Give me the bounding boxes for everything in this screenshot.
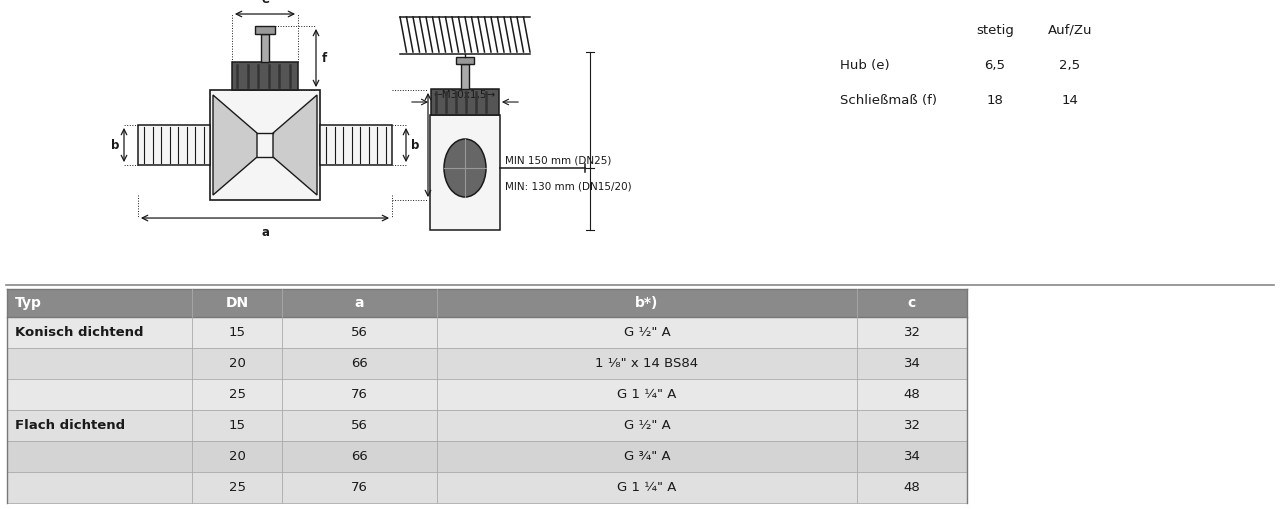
Text: Flach dichtend: Flach dichtend bbox=[15, 419, 125, 432]
Text: 34: 34 bbox=[904, 450, 920, 463]
Bar bbox=[138, 125, 210, 165]
Polygon shape bbox=[273, 95, 317, 195]
Text: 14: 14 bbox=[1061, 94, 1079, 106]
Text: MIN 150 mm (DN25): MIN 150 mm (DN25) bbox=[506, 155, 612, 165]
Text: b: b bbox=[110, 138, 119, 152]
Text: f: f bbox=[323, 51, 328, 65]
Text: 15: 15 bbox=[229, 326, 246, 339]
Text: 2,5: 2,5 bbox=[1060, 59, 1080, 71]
Bar bbox=[6, 441, 966, 472]
Bar bbox=[6, 289, 966, 317]
Text: 18: 18 bbox=[987, 94, 1004, 106]
Text: b: b bbox=[411, 138, 420, 152]
Text: 66: 66 bbox=[351, 450, 367, 463]
Polygon shape bbox=[212, 95, 257, 195]
Text: 48: 48 bbox=[904, 481, 920, 494]
Bar bbox=[6, 410, 966, 441]
Text: 32: 32 bbox=[904, 419, 920, 432]
Text: 56: 56 bbox=[351, 419, 367, 432]
Text: 32: 32 bbox=[904, 326, 920, 339]
Bar bbox=[456, 57, 474, 64]
Bar bbox=[320, 125, 392, 165]
Text: G ½" A: G ½" A bbox=[623, 419, 671, 432]
Bar bbox=[261, 34, 269, 62]
Bar bbox=[6, 317, 966, 348]
Text: 66: 66 bbox=[351, 357, 367, 370]
Text: a: a bbox=[355, 296, 365, 310]
Text: Schließmaß (f): Schließmaß (f) bbox=[840, 94, 937, 106]
Text: 6,5: 6,5 bbox=[984, 59, 1006, 71]
Text: 15: 15 bbox=[229, 419, 246, 432]
Text: c: c bbox=[434, 138, 442, 152]
Bar bbox=[6, 472, 966, 503]
Text: stetig: stetig bbox=[977, 23, 1014, 37]
Text: 76: 76 bbox=[351, 388, 367, 401]
Text: G 1 ¼" A: G 1 ¼" A bbox=[617, 388, 677, 401]
Text: 56: 56 bbox=[351, 326, 367, 339]
Bar bbox=[232, 62, 298, 90]
Text: b*): b*) bbox=[635, 296, 659, 310]
Bar bbox=[431, 89, 499, 115]
Bar bbox=[210, 90, 320, 200]
Text: Konisch dichtend: Konisch dichtend bbox=[15, 326, 143, 339]
Text: G 1 ¼" A: G 1 ¼" A bbox=[617, 481, 677, 494]
Text: 48: 48 bbox=[904, 388, 920, 401]
Text: 76: 76 bbox=[351, 481, 367, 494]
Text: Typ: Typ bbox=[15, 296, 42, 310]
Text: MIN: 130 mm (DN15/20): MIN: 130 mm (DN15/20) bbox=[506, 181, 631, 191]
Text: 1 ¹⁄₈" x 14 BS84: 1 ¹⁄₈" x 14 BS84 bbox=[595, 357, 699, 370]
Text: 20: 20 bbox=[229, 357, 246, 370]
Bar bbox=[430, 115, 500, 230]
Text: 20: 20 bbox=[229, 450, 246, 463]
Text: DN: DN bbox=[225, 296, 248, 310]
Text: e: e bbox=[261, 0, 269, 6]
Bar bbox=[6, 379, 966, 410]
Text: c: c bbox=[908, 296, 916, 310]
Text: G ¾" A: G ¾" A bbox=[623, 450, 671, 463]
Text: 34: 34 bbox=[904, 357, 920, 370]
Text: a: a bbox=[261, 226, 269, 239]
Ellipse shape bbox=[444, 139, 486, 197]
Text: 25: 25 bbox=[229, 388, 246, 401]
Text: G ½" A: G ½" A bbox=[623, 326, 671, 339]
Text: Auf/Zu: Auf/Zu bbox=[1048, 23, 1092, 37]
Bar bbox=[255, 26, 275, 34]
Bar bbox=[461, 64, 468, 89]
Text: 25: 25 bbox=[229, 481, 246, 494]
Text: ←M30x1,5→: ←M30x1,5→ bbox=[434, 90, 497, 100]
Text: Hub (e): Hub (e) bbox=[840, 59, 890, 71]
Bar bbox=[6, 348, 966, 379]
